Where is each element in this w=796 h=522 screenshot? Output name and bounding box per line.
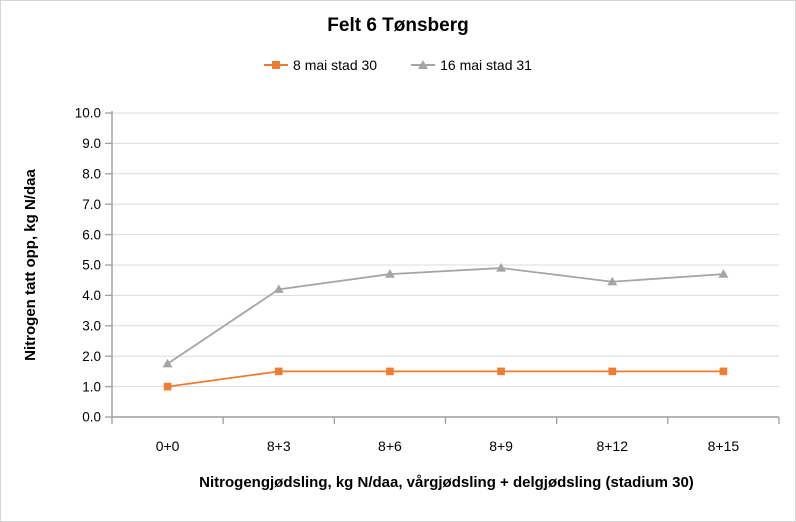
series-line xyxy=(167,267,724,365)
data-point-marker xyxy=(608,367,617,376)
x-tick-label: 8+15 xyxy=(708,438,740,454)
legend-label: 8 mai stad 30 xyxy=(293,57,378,73)
x-tick-label: 0+0 xyxy=(156,438,180,454)
y-tick-label: 6.0 xyxy=(82,227,101,242)
y-tick-label: 5.0 xyxy=(82,258,101,273)
legend: 8 mai stad 30 16 mai stad 31 xyxy=(1,57,795,73)
chart-title: Felt 6 Tønsberg xyxy=(327,15,469,36)
data-point-marker xyxy=(273,284,284,293)
y-tick-label: 0.0 xyxy=(82,410,101,425)
y-tick-label: 2.0 xyxy=(82,349,101,364)
data-point-marker xyxy=(607,276,618,286)
legend-square-marker-icon xyxy=(264,59,289,71)
data-point-marker xyxy=(274,367,283,376)
x-tick-label: 8+12 xyxy=(596,438,628,454)
y-tick-label: 9.0 xyxy=(82,136,101,151)
legend-item-16-mai-stad-31: 16 mai stad 31 xyxy=(411,57,532,73)
x-axis-title: Nitrogengjødsling, kg N/daa, vårgjødslin… xyxy=(199,474,694,491)
data-point-marker xyxy=(386,367,394,376)
y-tick-label: 8.0 xyxy=(82,167,101,182)
x-tick-label: 8+6 xyxy=(378,438,402,454)
y-tick-label: 7.0 xyxy=(82,197,101,212)
y-tick-label: 1.0 xyxy=(82,379,101,394)
y-tick-label: 10.0 xyxy=(75,106,101,121)
data-point-marker xyxy=(496,263,507,272)
legend-label: 16 mai stad 31 xyxy=(440,57,532,73)
data-point-marker xyxy=(719,367,728,376)
data-point-marker xyxy=(163,382,172,391)
data-point-marker xyxy=(497,367,505,376)
series-line xyxy=(167,370,724,388)
data-point-marker xyxy=(718,269,729,278)
x-tick-label: 8+3 xyxy=(267,438,291,454)
y-axis-title: Nitrogen tatt opp, kg N/daa xyxy=(22,169,39,361)
data-point-marker xyxy=(384,269,395,278)
legend-triangle-marker-icon xyxy=(411,59,436,71)
y-tick-label: 4.0 xyxy=(82,288,101,303)
data-point-marker xyxy=(162,358,173,368)
x-tick-label: 8+9 xyxy=(489,438,513,454)
legend-item-8-mai-stad-30: 8 mai stad 30 xyxy=(264,57,377,73)
y-tick-label: 3.0 xyxy=(82,319,101,334)
